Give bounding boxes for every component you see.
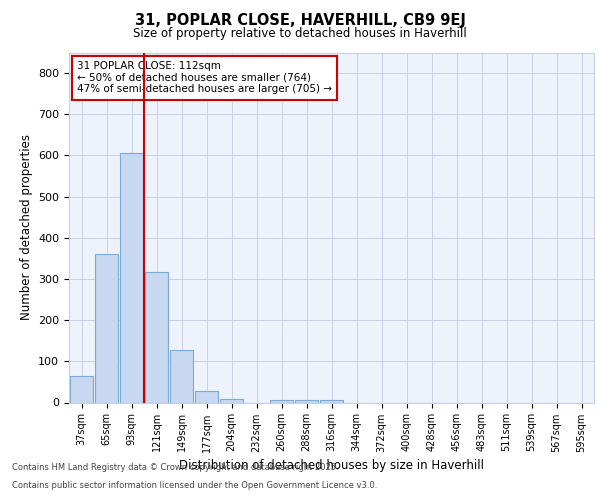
Bar bbox=[95, 254, 118, 402]
Bar bbox=[145, 272, 168, 402]
Bar bbox=[170, 350, 193, 403]
Bar bbox=[220, 399, 243, 402]
Bar bbox=[70, 376, 93, 402]
Bar bbox=[320, 400, 343, 402]
Text: Contains HM Land Registry data © Crown copyright and database right 2025.: Contains HM Land Registry data © Crown c… bbox=[12, 464, 338, 472]
Bar bbox=[270, 400, 293, 402]
X-axis label: Distribution of detached houses by size in Haverhill: Distribution of detached houses by size … bbox=[179, 458, 484, 471]
Bar bbox=[120, 154, 143, 402]
Text: Size of property relative to detached houses in Haverhill: Size of property relative to detached ho… bbox=[133, 28, 467, 40]
Text: 31, POPLAR CLOSE, HAVERHILL, CB9 9EJ: 31, POPLAR CLOSE, HAVERHILL, CB9 9EJ bbox=[134, 12, 466, 28]
Bar bbox=[295, 400, 318, 402]
Text: Contains public sector information licensed under the Open Government Licence v3: Contains public sector information licen… bbox=[12, 481, 377, 490]
Text: 31 POPLAR CLOSE: 112sqm
← 50% of detached houses are smaller (764)
47% of semi-d: 31 POPLAR CLOSE: 112sqm ← 50% of detache… bbox=[77, 61, 332, 94]
Y-axis label: Number of detached properties: Number of detached properties bbox=[20, 134, 32, 320]
Bar bbox=[195, 392, 218, 402]
